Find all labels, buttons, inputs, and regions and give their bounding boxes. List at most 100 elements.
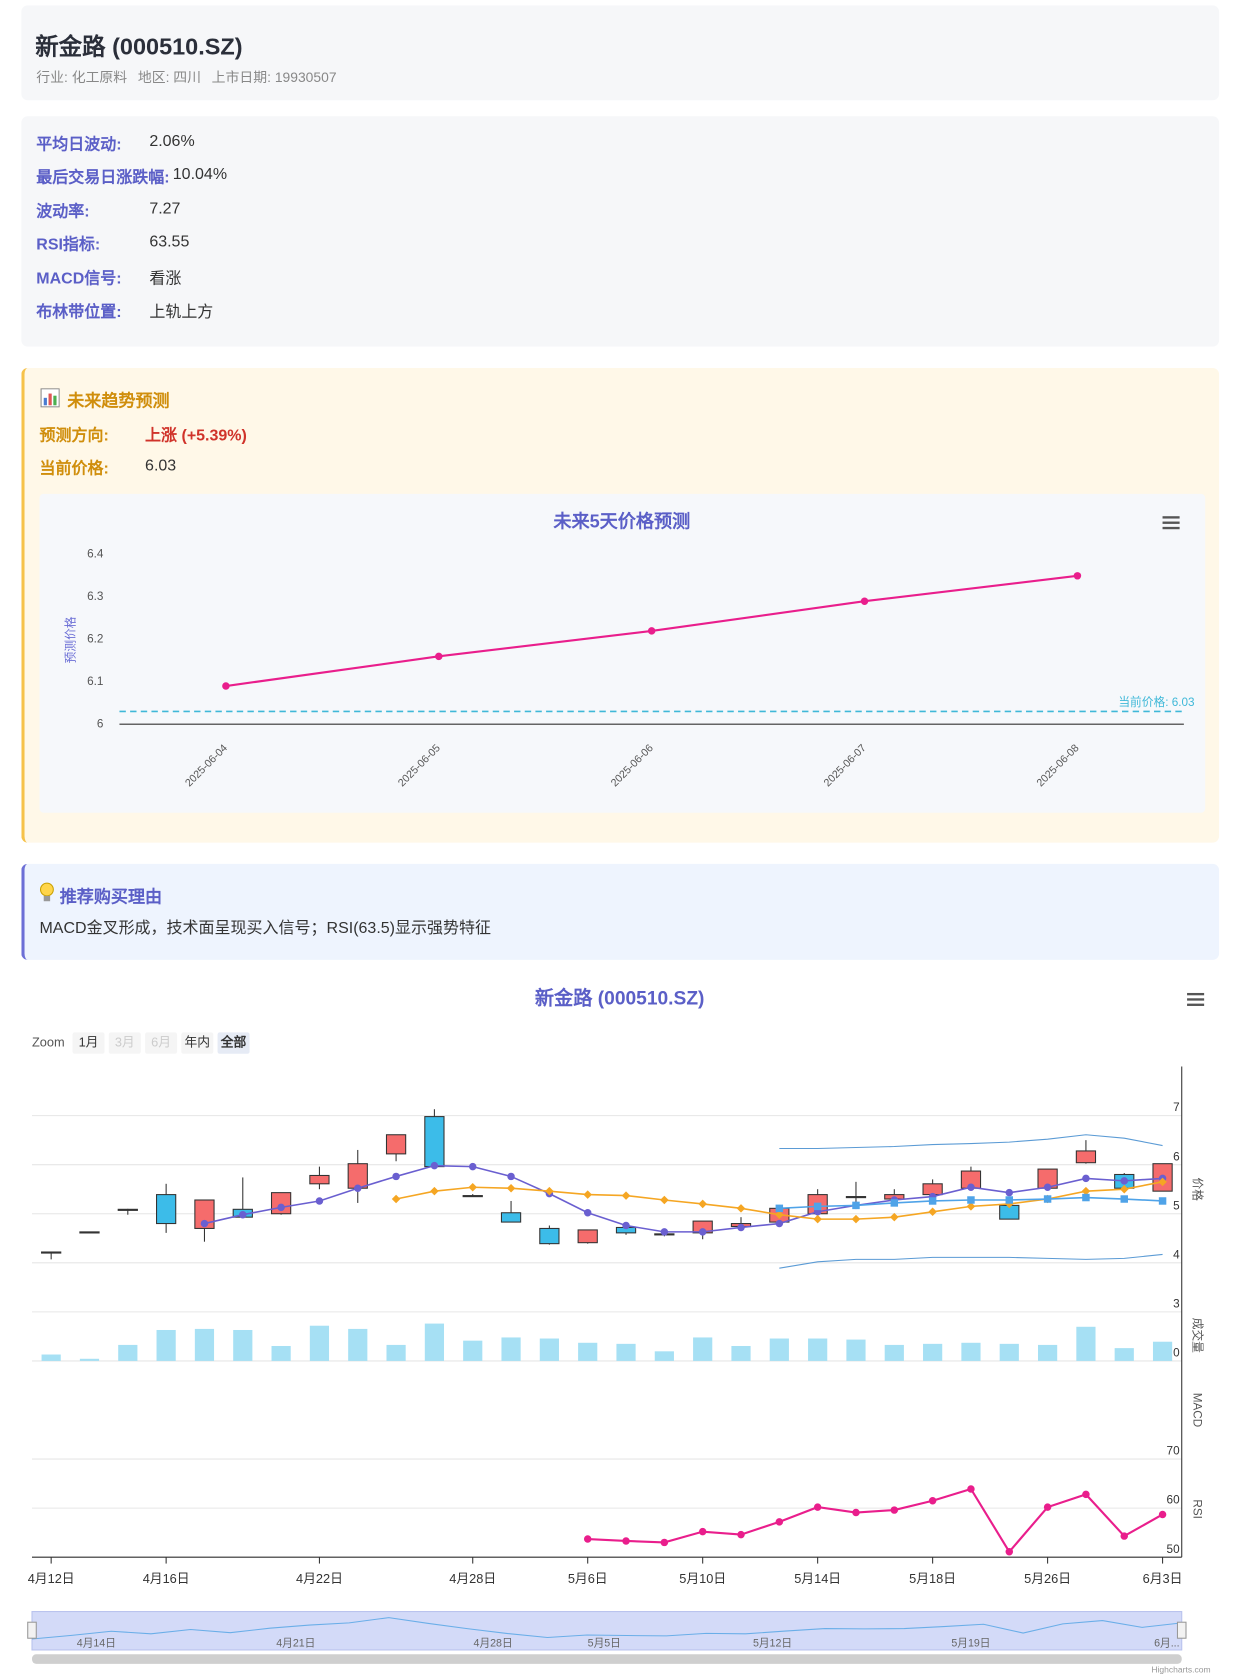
metric-value: 2.06%: [149, 132, 195, 151]
indicator-point: [391, 1194, 401, 1204]
stock-meta: 行业: 化工原料 地区: 四川 上市日期: 19930507: [36, 66, 347, 87]
indicator-point: [660, 1195, 669, 1205]
candle-body: [539, 1227, 560, 1245]
y-tick-label: 6.3: [87, 590, 103, 603]
x-tick-label: 4月12日: [28, 1571, 75, 1586]
value: 6.03: [145, 456, 177, 475]
navigator-label: 4月21日: [276, 1637, 315, 1649]
meta-item: 地区: 四川: [137, 69, 202, 86]
y-tick-label: 6: [97, 717, 104, 730]
zoom-button-label[interactable]: 全部: [220, 1034, 247, 1049]
rsi-point: [698, 1527, 707, 1536]
metric-label: 布林带位置:: [36, 302, 122, 322]
navigator-label: 4月28日: [474, 1637, 513, 1649]
indicator-point: [1120, 1195, 1128, 1203]
indicator-point: [698, 1199, 707, 1209]
navigator-handle[interactable]: [1176, 1621, 1187, 1639]
indicator-point: [545, 1186, 554, 1196]
navigator: [31, 1611, 1183, 1651]
indicator-point: [200, 1219, 209, 1228]
rsi-point: [583, 1535, 592, 1543]
chart-icon: [40, 388, 60, 408]
zoom-button-label[interactable]: 1月: [79, 1034, 99, 1049]
menu-icon[interactable]: [1187, 992, 1205, 1006]
volume-bar: [693, 1337, 713, 1361]
navigator-label: 5月19日: [951, 1637, 990, 1649]
y-tick-label: 0: [1173, 1347, 1180, 1360]
volume-bar: [808, 1338, 828, 1361]
volume-bar: [194, 1328, 215, 1361]
zoom-button-label[interactable]: 3月: [115, 1034, 135, 1049]
indicator-point: [621, 1191, 631, 1200]
metric-row: RSI指标: 63.55: [36, 233, 189, 255]
chart-title: 未来5天价格预测: [553, 510, 690, 531]
navigator-handle[interactable]: [27, 1621, 37, 1639]
pane-title: 成交量: [1191, 1318, 1205, 1353]
volume-bar: [118, 1344, 138, 1361]
reason-card: 推荐购买理由 MACD金叉形成，技术面呈现买入信号；RSI(63.5)显示强势特…: [21, 863, 1220, 960]
candle-body: [117, 1208, 138, 1211]
metric-value: 10.04%: [172, 165, 228, 184]
x-tick-label: 5月14日: [794, 1571, 841, 1586]
metric-value: 上轨上方: [149, 302, 214, 322]
rsi-point: [737, 1530, 745, 1539]
indicator-point: [967, 1196, 975, 1204]
volume-bar: [846, 1339, 866, 1361]
zoom-button[interactable]: [145, 1032, 178, 1054]
volume-bar: [79, 1358, 100, 1361]
indicator-point: [468, 1162, 477, 1171]
y-tick-label: 3: [1173, 1297, 1180, 1310]
zoom-button-label[interactable]: 6月: [151, 1034, 171, 1049]
volume-bar: [769, 1338, 789, 1361]
volume-bar: [654, 1351, 674, 1361]
indicator-point: [890, 1199, 899, 1207]
volume-bar: [539, 1338, 559, 1361]
y-axis-title: 预测价格: [64, 616, 78, 663]
y-tick-label: 4: [1173, 1248, 1180, 1261]
metric-row: 最后交易日涨跌幅: 10.04%: [36, 166, 227, 188]
candle-body: [385, 1134, 407, 1155]
indicator-point: [967, 1183, 975, 1191]
reason-text: MACD金叉形成，技术面呈现买入信号；RSI(63.5)显示强势特征: [39, 919, 491, 938]
candle-body: [462, 1195, 483, 1198]
indicator-point: [315, 1197, 324, 1205]
navigator-label: 5月5日: [588, 1637, 621, 1649]
zoom-button-label[interactable]: 年内: [185, 1034, 211, 1049]
volume-bar: [1152, 1341, 1173, 1361]
rsi-point: [1082, 1490, 1090, 1499]
zoom-button[interactable]: [108, 1032, 141, 1054]
indicator-point: [775, 1204, 784, 1213]
metric-label: MACD信号:: [36, 269, 122, 288]
x-tick-label: 5月26日: [1024, 1571, 1071, 1586]
zoom-button[interactable]: [217, 1032, 250, 1054]
indicator-point: [430, 1161, 439, 1170]
zoom-button[interactable]: [181, 1032, 214, 1054]
indicator-point: [736, 1204, 746, 1213]
indicator-line: [204, 1164, 1163, 1233]
x-tick-label: 4月28日: [449, 1571, 496, 1586]
menu-icon[interactable]: [1162, 516, 1180, 530]
x-tick-label: 4月22日: [296, 1571, 343, 1586]
x-tick-label: 5月10日: [679, 1571, 726, 1586]
x-tick-label: 6月3日: [1143, 1571, 1183, 1586]
zoom-button[interactable]: [72, 1032, 105, 1054]
rsi-point: [928, 1497, 937, 1505]
y-tick-label: 6.2: [87, 632, 103, 645]
label: 预测方向:: [39, 426, 109, 445]
y-tick-label: 60: [1167, 1494, 1181, 1507]
scrollbar[interactable]: [31, 1654, 1182, 1664]
x-tick-label: 4月16日: [143, 1571, 190, 1586]
prediction-row: 当前价格: 6.03: [39, 456, 176, 478]
indicator-point: [660, 1228, 669, 1236]
volume-bar: [41, 1354, 61, 1361]
indicator-point: [583, 1190, 592, 1199]
rsi-point: [852, 1508, 860, 1517]
label: 当前价格:: [39, 459, 109, 478]
indicator-point: [1120, 1177, 1128, 1185]
rsi-point: [1043, 1503, 1052, 1511]
chart-title: 新金路 (000510.SZ): [535, 986, 705, 1009]
meta-item: 行业: 化工原料: [36, 69, 128, 86]
indicator-point: [851, 1214, 861, 1224]
prediction-chart-bg: [39, 493, 1206, 813]
